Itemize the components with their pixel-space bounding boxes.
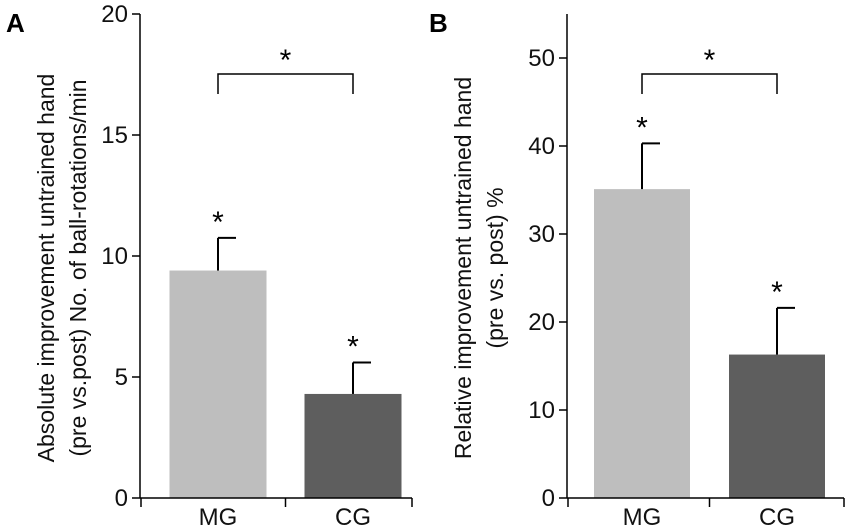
panel-b: B Relative improvement untrained hand (p… (429, 8, 845, 531)
panel-b-bars (594, 142, 825, 498)
panel-a-label: A (6, 8, 25, 38)
panel-a-bar-cg (304, 393, 402, 498)
panel-b-ytick-label: 20 (528, 309, 555, 336)
panel-a-ylabel-line1: Absolute improvement untrained hand (33, 74, 59, 463)
panel-a-ytick-label: 20 (101, 1, 128, 28)
panel-a-ytick-label: 0 (115, 485, 128, 512)
panel-b-category-mg: MG (623, 504, 662, 531)
panel-a-axes (139, 14, 413, 507)
panel-b-category-cg: CG (759, 504, 795, 531)
panel-a-ylabel-line2: (pre vs.post) No. of ball-rotations/min (65, 79, 91, 456)
panel-b-ylabel: Relative improvement untrained hand (pre… (450, 77, 508, 459)
panel-a-bar-mg (169, 270, 267, 498)
panel-a-significance: * * * (212, 44, 359, 363)
panel-b-bar-mg (594, 189, 690, 498)
panel-b-comparison-mark: * (704, 44, 716, 77)
panel-b-ytick-label: 10 (528, 397, 555, 424)
panel-a-comparison-bracket (217, 73, 354, 94)
panel-a-category-mg: MG (199, 504, 238, 531)
panel-a-ylabel: Absolute improvement untrained hand (pre… (33, 74, 91, 463)
panel-a-categories: MG CG (199, 504, 371, 531)
panel-a-y-ticks: 0 5 10 15 20 (101, 1, 140, 512)
panel-b-ytick-label: 30 (528, 221, 555, 248)
panel-b-ylabel-line1: Relative improvement untrained hand (450, 77, 476, 459)
panel-a-bar-mark-cg: * (347, 330, 359, 363)
panel-a-ytick-label: 15 (101, 122, 128, 149)
panel-a: A Absolute improvement untrained hand (p… (6, 1, 413, 531)
panel-b-ytick-label: 0 (542, 485, 555, 512)
panel-b-ylabel-line2: (pre vs. post) % (482, 187, 508, 348)
panel-b-label: B (429, 8, 448, 38)
panel-b-categories: MG CG (623, 504, 795, 531)
panel-b-ytick-label: 40 (528, 133, 555, 160)
panel-a-ytick-label: 10 (101, 243, 128, 270)
panel-a-comparison-mark: * (280, 44, 292, 77)
panel-b-y-ticks: 0 10 20 30 40 50 (528, 45, 567, 512)
panel-b-bar-mark-mg: * (636, 111, 648, 144)
panel-b-bar-mark-cg: * (771, 276, 783, 309)
panel-b-axes (566, 14, 845, 507)
panel-b-bar-cg (729, 354, 825, 498)
panel-a-ytick-label: 5 (115, 364, 128, 391)
panel-a-category-cg: CG (335, 504, 371, 531)
panel-a-bar-mark-mg: * (212, 206, 224, 239)
panel-a-bars (169, 236, 402, 498)
panel-b-ytick-label: 50 (528, 45, 555, 72)
panel-b-comparison-bracket (641, 73, 778, 94)
panel-b-significance: * * * (636, 44, 783, 309)
